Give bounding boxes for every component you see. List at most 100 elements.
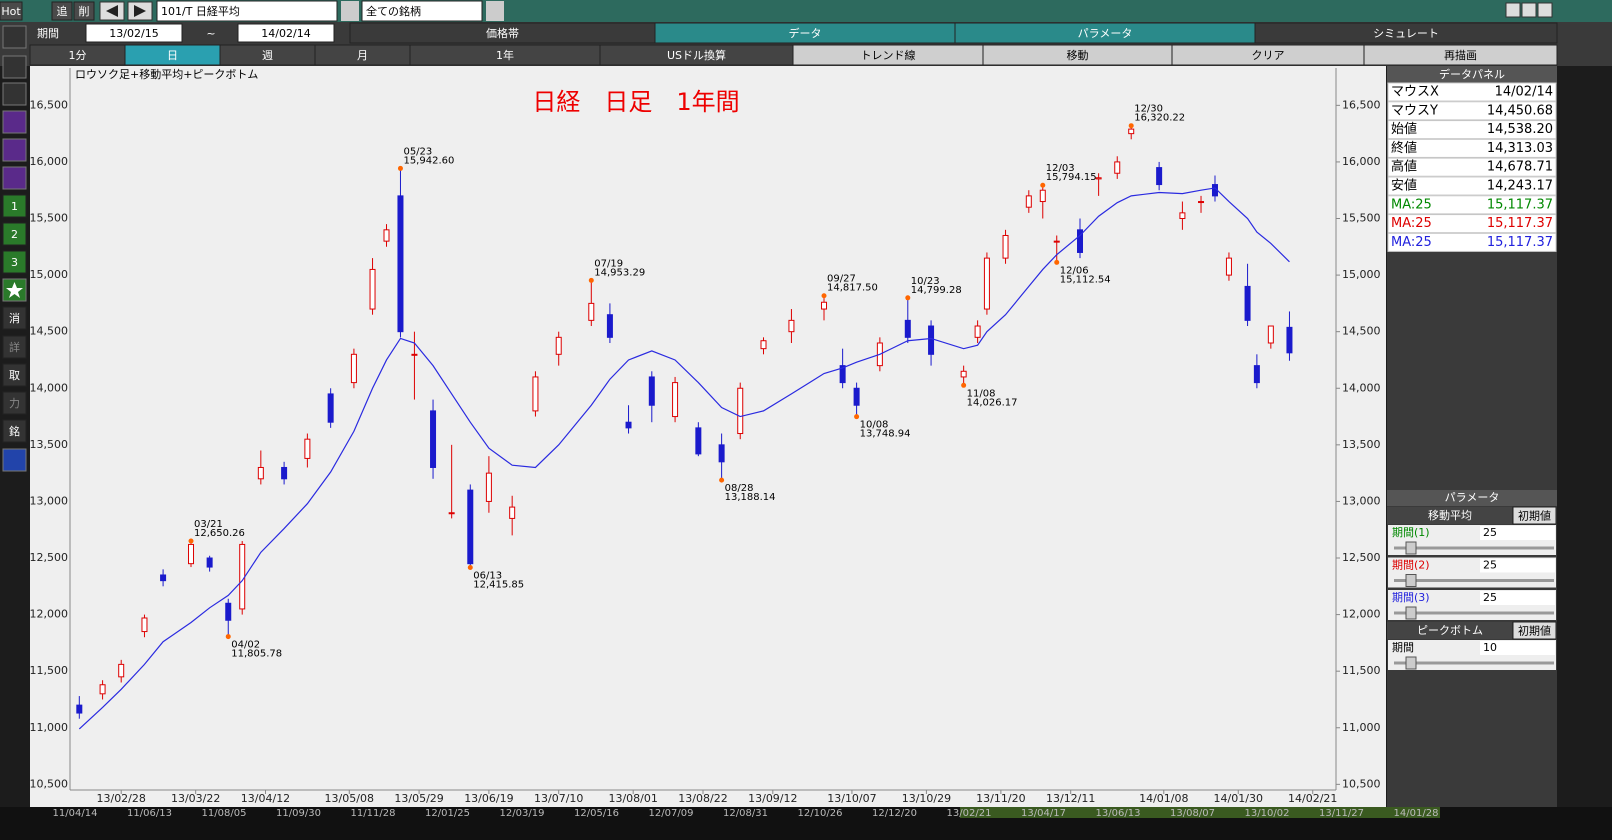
tool-icon[interactable] [2,55,27,79]
filter-field[interactable] [361,0,483,22]
scroll-date: 12/05/16 [574,808,619,819]
peak-label: 15,942.60 [403,155,454,166]
tool-icon[interactable] [2,25,27,49]
panel-value: 14,243.17 [1487,179,1553,194]
symbol-field[interactable] [156,0,338,22]
side-button[interactable] [2,363,27,387]
candle-body [760,340,767,350]
y-tick-label: 16,000 [1342,155,1381,168]
period-to[interactable] [237,23,335,43]
tool-icon[interactable] [2,82,27,106]
candle-body [672,382,679,418]
sub-tab-label: 移動 [1067,48,1089,62]
window-button[interactable] [1521,2,1537,18]
section-header [1387,622,1512,639]
y-tick-label: 15,500 [1342,212,1381,225]
sub-tab-label: トレンド線 [861,48,916,62]
delete-button[interactable] [73,1,95,21]
candle-body [588,302,595,321]
candle-body [555,336,562,355]
candle-body [350,353,357,384]
param-key: 期間(1) [1392,526,1430,539]
candle-body [509,506,516,519]
tool-icon[interactable] [2,110,27,134]
reset-button-label: 初期値 [1518,509,1551,523]
slider-thumb[interactable] [1405,541,1417,555]
candle-body [1225,257,1232,276]
reset-button-label: 初期値 [1518,624,1551,638]
scroll-date: 12/08/31 [723,808,768,819]
x-tick-label: 13/05/08 [325,792,374,805]
add-button[interactable] [51,1,73,21]
side-button[interactable] [2,419,27,443]
peak-label: 14,026.17 [967,397,1018,408]
reset-button[interactable] [1512,506,1557,525]
y-tick-label: 12,000 [30,608,69,621]
peak-label: 14,817.50 [827,283,878,294]
candle-body [430,410,437,468]
y-tick-label: 10,500 [1342,777,1381,790]
y-tick-label: 13,000 [1342,494,1381,507]
symbol-field-label: 101/T 日経平均 [161,5,240,18]
window-button[interactable] [1537,2,1553,18]
scroll-thumb[interactable] [960,807,1440,818]
reset-button[interactable] [1512,621,1557,640]
panel-row [1387,120,1557,140]
param-field [1480,641,1555,655]
side-button[interactable] [2,194,27,218]
panel-row [1387,101,1557,121]
settings-icon[interactable] [2,448,27,472]
tool-icon[interactable] [2,138,27,162]
y-tick-label: 14,500 [1342,325,1381,338]
peak-marker [854,414,860,420]
panel-key: 安値 [1391,178,1417,194]
tool-icon[interactable] [2,166,27,190]
candle-body [76,704,83,714]
x-tick-label: 14/02/21 [1288,792,1337,805]
side-button[interactable] [2,250,27,274]
side-button[interactable] [2,222,27,246]
candle-body [1077,229,1084,253]
sub-tab-label: クリア [1252,49,1285,62]
scroll-date: 13/02/21 [947,808,992,819]
main-tab[interactable] [1254,22,1558,44]
candle-body [1156,167,1163,186]
panel-row [1387,157,1557,177]
x-tick-label: 13/05/29 [394,792,443,805]
side-button[interactable] [2,335,27,359]
nav-next-icon [134,5,146,17]
sub-tab[interactable] [1363,44,1558,66]
y-tick-label: 13,500 [30,438,69,451]
y-tick-label: 14,000 [1342,381,1381,394]
panel-value: 15,117.37 [1487,235,1553,250]
peak-date: 12/06 [1060,265,1089,276]
scroll-date: 11/04/14 [53,808,98,819]
side-button[interactable] [2,391,27,415]
window-button[interactable] [1505,2,1521,18]
dropdown[interactable] [486,1,504,21]
candle-body [188,543,195,565]
side-button[interactable] [2,306,27,330]
candle-body [257,466,264,480]
period-to-label: 14/02/14 [261,27,310,40]
peak-date: 08/28 [725,483,754,494]
candle-body [960,370,967,378]
side-button-label: 詳 [9,340,20,354]
sub-tab-label: USドル換算 [667,48,726,62]
candle-body [327,393,334,423]
period-label: 期間 [37,27,59,40]
candle-body [532,376,539,412]
slider-thumb[interactable] [1405,656,1417,670]
dropdown[interactable] [341,1,359,21]
hot-button[interactable] [0,1,23,21]
panel-row [1387,195,1557,215]
slider-thumb[interactable] [1405,574,1417,587]
sub-tab-label: 1年 [496,48,514,62]
peak-date: 11/08 [967,388,996,399]
candle-body [141,617,148,633]
peak-label: 13,748.94 [860,429,911,440]
chart-area [30,66,1386,807]
slider-thumb[interactable] [1405,606,1417,620]
panel-key: 終値 [1391,140,1417,156]
period-from[interactable] [85,23,183,43]
